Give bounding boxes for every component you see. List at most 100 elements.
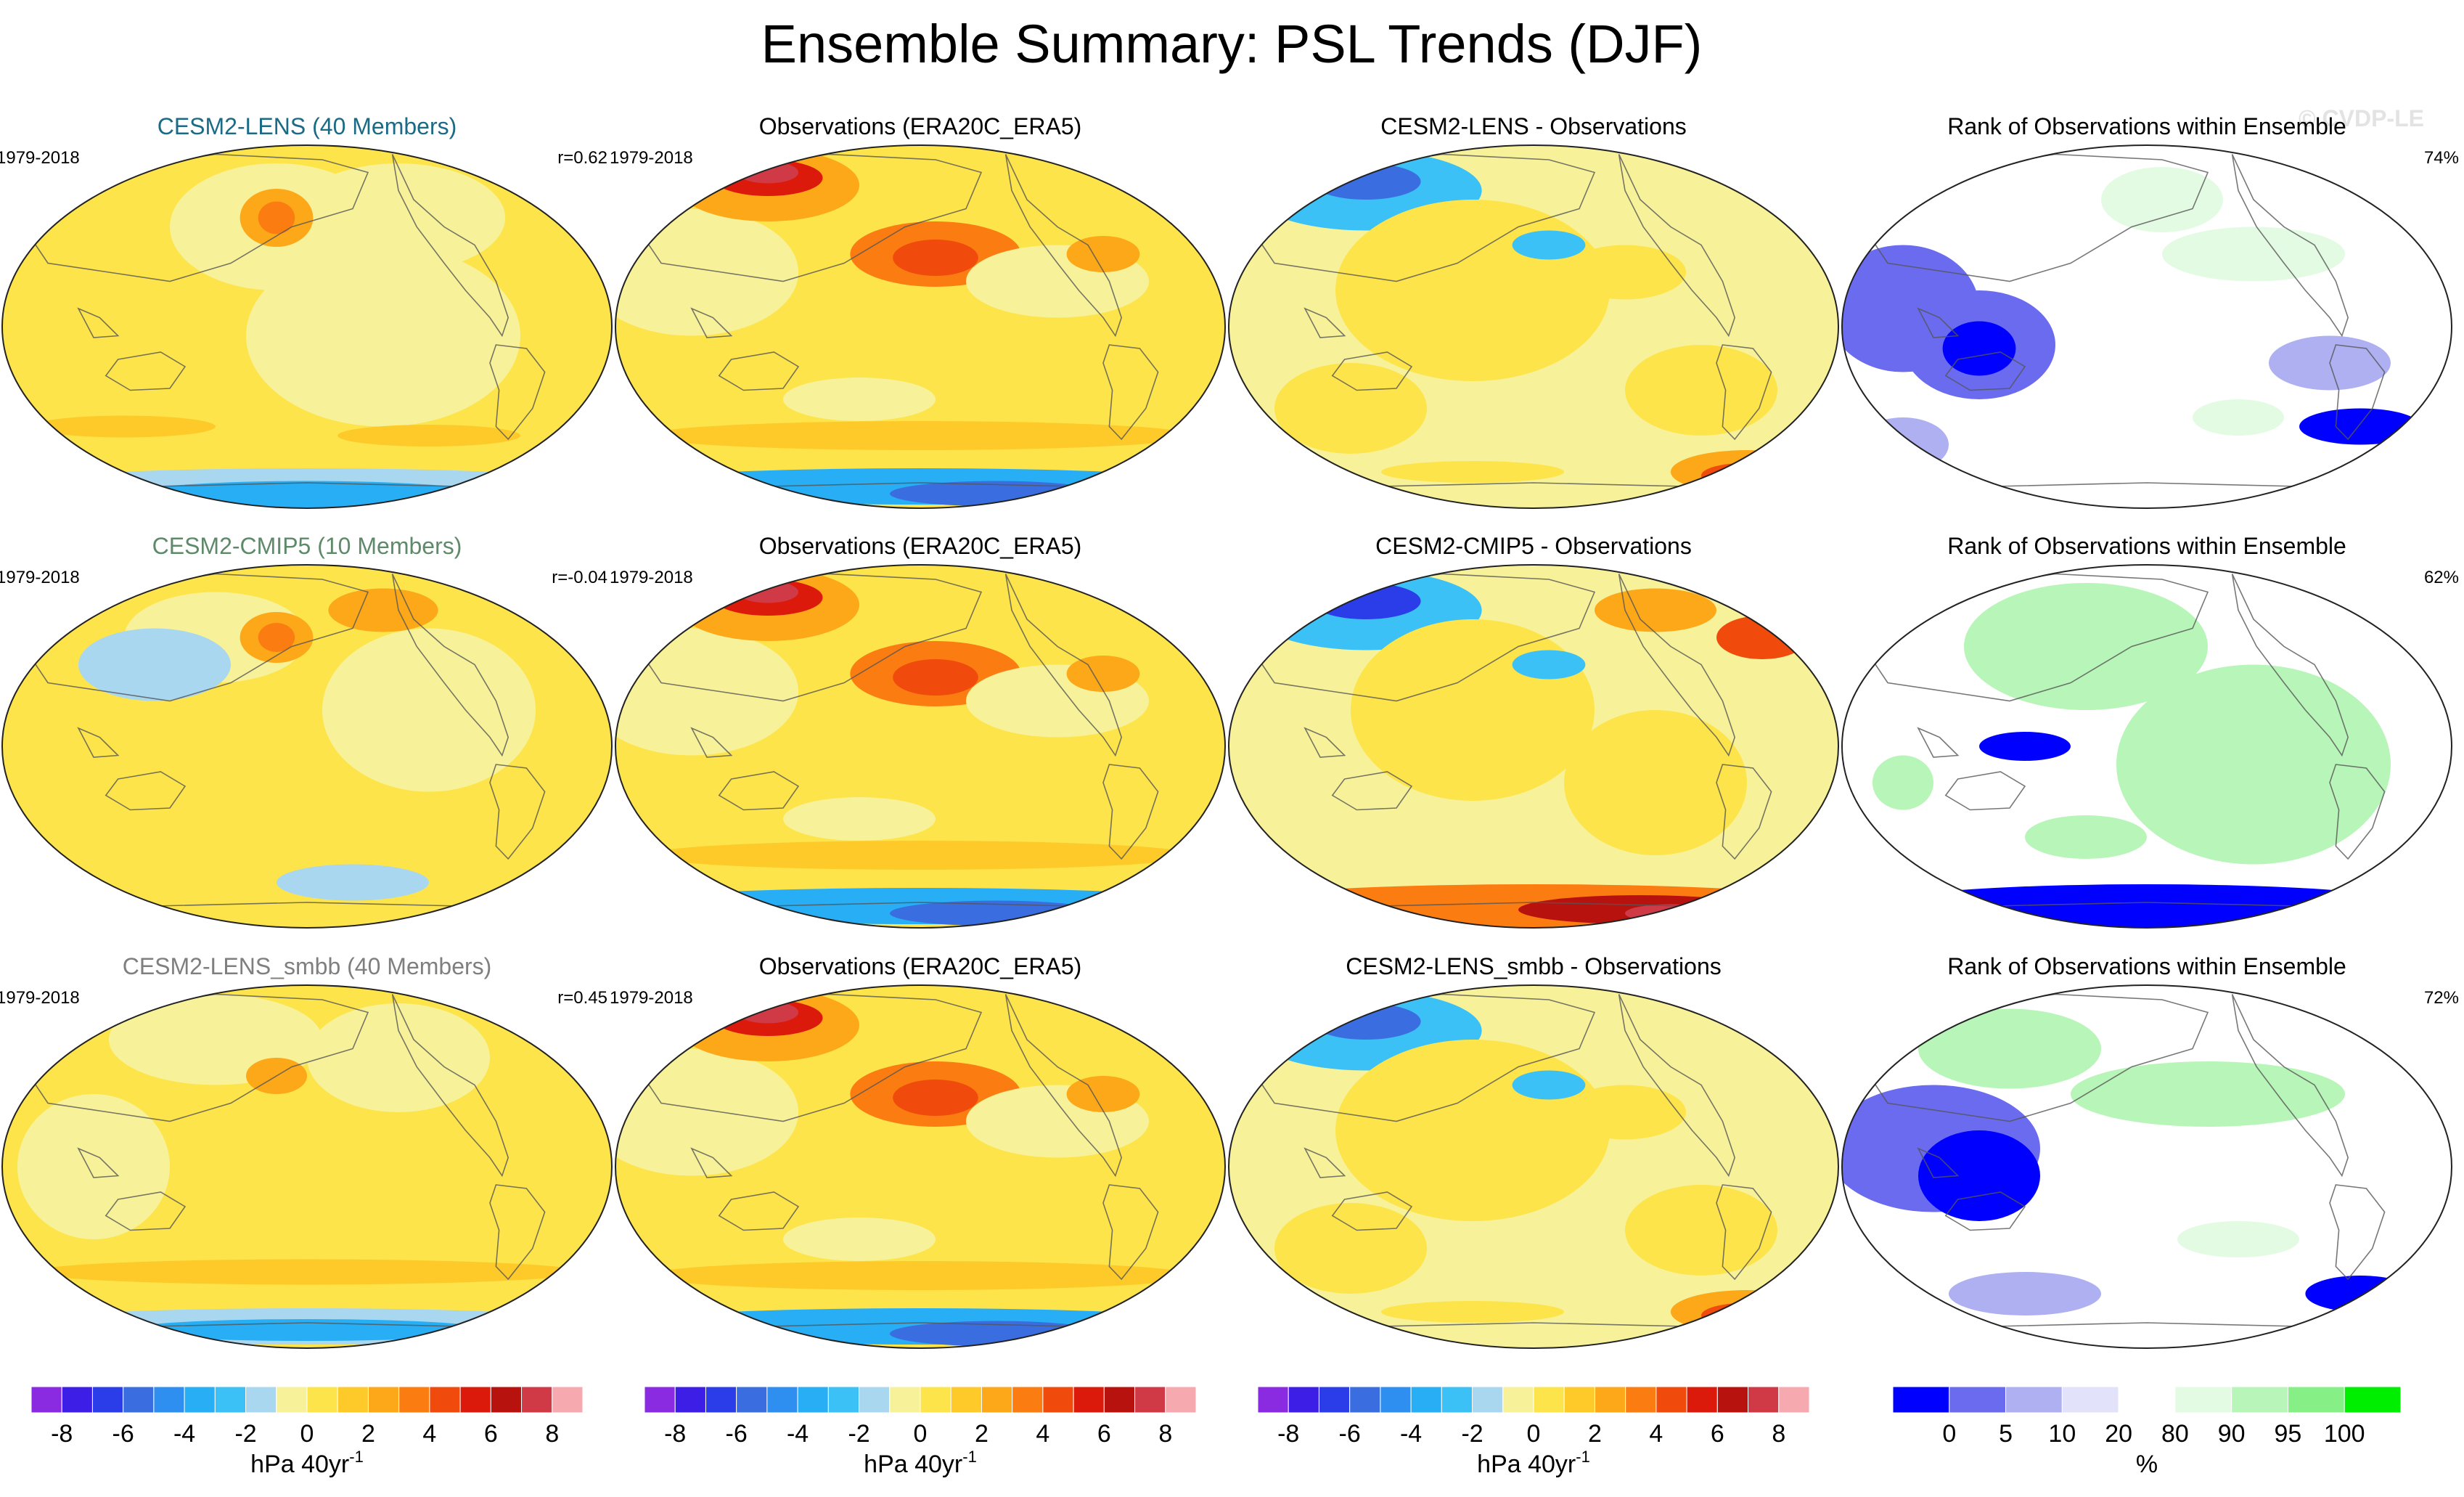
colorbar-box: [920, 1386, 951, 1414]
trend-contour: [737, 161, 798, 184]
panel-r1-c0: CESM2-CMIP5 (10 Members) 1979-2018 r=-0.04: [0, 533, 613, 929]
rank-region: [1857, 417, 1949, 472]
colorbar-box: [1472, 1386, 1504, 1414]
map-border: [615, 564, 1226, 929]
panel-r0-c2: CESM2-LENS - Observations: [1228, 113, 1839, 509]
coastline: [629, 573, 1195, 907]
colorbar-box: [674, 1386, 706, 1414]
trend-contour: [1066, 236, 1140, 272]
colorbar-box: [1655, 1386, 1687, 1414]
correlation-label: r=-0.04: [552, 568, 607, 587]
years-label: 1979-2018: [0, 148, 80, 168]
colorbar-tick-label: -4: [173, 1420, 195, 1448]
trend-contour: [1595, 588, 1716, 632]
colorbar-box: [398, 1386, 430, 1414]
trend-contour: [1066, 656, 1140, 692]
map-border: [1228, 984, 1839, 1349]
colorbar-units: hPa 40yr-1: [250, 1448, 364, 1478]
trend-contour: [783, 797, 936, 841]
rank-colorbar: 0 5 10 20 80 90 95 100%: [1892, 1386, 2402, 1478]
map-field: [2, 565, 612, 928]
trend-contour: [1351, 619, 1595, 801]
colorbar-tick-label: 0: [300, 1420, 314, 1448]
coastline: [1243, 993, 1809, 1327]
trend-contour: [646, 421, 1195, 450]
trend-contour: [258, 201, 295, 234]
figure-title: Ensemble Summary: PSL Trends (DJF): [761, 14, 1703, 74]
map-border: [1841, 564, 2452, 929]
coastline: [1856, 153, 2422, 487]
map-field: [1229, 145, 1838, 508]
units-superscript: -1: [349, 1448, 364, 1466]
panel-title: Observations (ERA20C_ERA5): [759, 113, 1082, 139]
rank-percent: 72%: [2424, 988, 2459, 1008]
trend-contour: [615, 628, 798, 756]
units-superscript: -1: [1576, 1448, 1590, 1466]
trend-contour: [1311, 583, 1421, 619]
map-border: [1841, 144, 2452, 509]
coastline: [1243, 153, 1809, 487]
rank-region: [2116, 664, 2391, 865]
trend-contour: [292, 163, 505, 272]
map-border: [1228, 144, 1839, 509]
trend-contour: [1625, 904, 1716, 923]
colorbar-box: [1318, 1386, 1351, 1414]
colorbar-units: %: [2136, 1451, 2158, 1478]
trend-contour: [1066, 1076, 1140, 1112]
trend-contour: [1701, 462, 1793, 489]
map-field: [1842, 985, 2452, 1348]
colorbar-box: [2344, 1386, 2402, 1414]
colorbar-tick-label: 8: [1158, 1420, 1172, 1448]
units-text: hPa 40yr: [864, 1451, 962, 1478]
colorbar-box: [2287, 1386, 2345, 1414]
colorbar-box: [1533, 1386, 1565, 1414]
trend-contour: [258, 623, 295, 652]
colorbar-box: [644, 1386, 676, 1414]
panel-title: Observations (ERA20C_ERA5): [759, 953, 1082, 979]
colorbar-tick-label: 4: [1036, 1420, 1049, 1448]
trend-contour: [1701, 1302, 1793, 1329]
correlation-label: r=0.45: [557, 988, 607, 1008]
colorbar-tick-label: -4: [1400, 1420, 1422, 1448]
colorbar-tick-label: 100: [2324, 1420, 2365, 1448]
trend-contour: [783, 378, 936, 421]
colorbar-box: [459, 1386, 491, 1414]
trend-contour: [78, 628, 231, 701]
colorbar-box: [736, 1386, 768, 1414]
rank-region: [2177, 1221, 2299, 1257]
years-label: 1979-2018: [610, 568, 693, 587]
units-text: hPa 40yr: [250, 1451, 349, 1478]
trend-contour: [646, 1261, 1195, 1290]
trend-contour: [1564, 710, 1747, 855]
colorbar-tick-label: -2: [1461, 1420, 1483, 1448]
trend-contour: [737, 581, 798, 603]
colorbar-box: [705, 1386, 737, 1414]
rank-region: [2305, 1276, 2415, 1312]
panel-r1-c3: Rank of Observations within Ensemble 62%: [1841, 533, 2459, 929]
colorbar-tick-label: -8: [51, 1420, 73, 1448]
colorbar-box: [490, 1386, 523, 1414]
colorbar-tick-label: -4: [787, 1420, 809, 1448]
colorbar-box: [1949, 1386, 2007, 1414]
trend-contour: [246, 245, 520, 427]
colorbar-tick-label: 6: [1097, 1420, 1111, 1448]
trend-contour: [1564, 245, 1686, 300]
colorbar-box: [429, 1386, 461, 1414]
coastline: [629, 153, 1195, 487]
trend-colorbar: -8 -6 -4 -2 0 2 4 6 8 hPa 40yr-1: [1257, 1386, 1810, 1478]
panel-r0-c3: Rank of Observations within Ensemble 74%: [1841, 113, 2459, 509]
rank-region: [2071, 1061, 2345, 1127]
map-field: [1842, 565, 2452, 928]
colorbar-box: [123, 1386, 155, 1414]
colorbar-box: [1594, 1386, 1626, 1414]
colorbar-tick-label: 4: [422, 1420, 436, 1448]
colorbar-box: [1748, 1386, 1780, 1414]
rank-region: [2193, 399, 2284, 436]
panel-r2-c1: Observations (ERA20C_ERA5) 1979-2018: [610, 953, 1226, 1349]
colorbar-tick-label: 10: [2048, 1420, 2076, 1448]
colorbar-box: [1165, 1386, 1197, 1414]
panel-title: CESM2-CMIP5 (10 Members): [152, 533, 462, 559]
rank-region: [1979, 732, 2071, 761]
rank-percent: 62%: [2424, 568, 2459, 587]
